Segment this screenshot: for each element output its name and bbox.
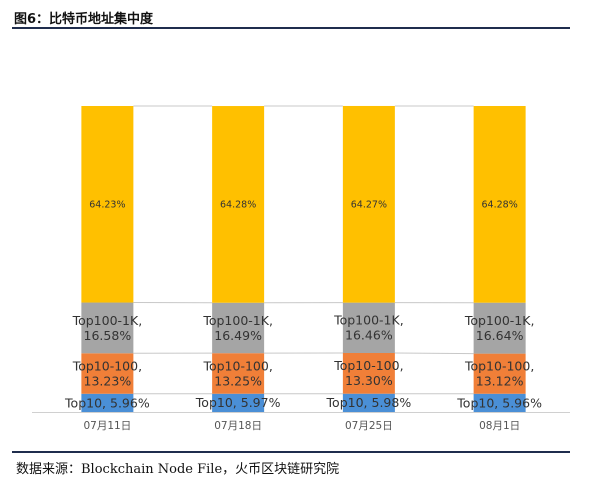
bar-segment: [342, 353, 395, 394]
bar-segment: [473, 106, 526, 303]
data-label: Top10, 5.97%: [195, 395, 281, 410]
data-label-line: Top10-100,: [333, 358, 403, 373]
data-label-line: Top100-1K,: [464, 313, 535, 328]
data-label-line: Top10, 5.96%: [456, 395, 542, 410]
data-label-line: 64.27%: [351, 200, 387, 211]
bar-segment: [212, 302, 265, 354]
data-label-line: 13.23%: [84, 373, 132, 388]
data-label: Top10, 5.96%: [64, 395, 150, 410]
data-label: 64.28%: [220, 200, 256, 211]
data-label-line: Top10, 5.98%: [326, 395, 412, 410]
data-label: Top10-100, 13.23%: [72, 358, 142, 388]
x-tick-label: 08月1日: [479, 420, 520, 432]
data-label-line: 13.12%: [476, 374, 524, 389]
data-label: 64.28%: [482, 200, 518, 211]
bar-segment: [212, 106, 265, 303]
data-label: Top10-100, 13.30%: [333, 358, 403, 388]
source-rule: [12, 451, 570, 453]
data-label-line: 16.64%: [476, 328, 524, 343]
data-label-line: Top10, 5.96%: [64, 395, 150, 410]
data-label-line: Top100-1K,: [333, 313, 404, 328]
data-label: Top100-1K, 16.49%: [202, 313, 273, 343]
data-label: 64.23%: [89, 200, 125, 211]
data-label: Top10, 5.96%: [456, 395, 542, 410]
bar-segment: [342, 105, 395, 303]
bar-segment: [473, 393, 526, 412]
series-connector-lines: [133, 105, 474, 395]
bar-segment: [81, 393, 134, 412]
bar-segment: [81, 302, 134, 354]
bars: [81, 105, 526, 412]
x-tick-label: 07月25日: [345, 420, 393, 432]
bar-segment: [212, 393, 265, 412]
data-label-line: Top10-100,: [72, 358, 142, 373]
bar-segment: [342, 302, 395, 354]
data-label: Top100-1K, 16.46%: [333, 313, 404, 343]
figure-title: 图6：比特币地址集中度: [14, 12, 154, 27]
data-labels: Top10, 5.96%Top10-100, 13.23%Top100-1K, 16…: [64, 200, 542, 411]
data-label-line: 64.28%: [220, 200, 256, 211]
data-label-line: Top10-100,: [202, 358, 272, 373]
data-label-line: 64.28%: [482, 200, 518, 211]
bar-segment: [342, 393, 395, 412]
data-label: Top10, 5.98%: [326, 395, 412, 410]
data-label-line: Top100-1K,: [202, 313, 273, 328]
bar-segment: [81, 353, 134, 394]
data-label-line: 13.30%: [345, 373, 393, 388]
data-source: 数据来源：Blockchain Node File，火币区块链研究院: [16, 462, 340, 477]
bar-segment: [81, 106, 134, 303]
data-label-line: 13.25%: [214, 373, 262, 388]
data-label-line: 64.23%: [89, 200, 125, 211]
data-label-line: 16.46%: [345, 328, 393, 343]
bar-segment: [212, 353, 265, 394]
data-label-line: 16.58%: [84, 328, 132, 343]
data-label: 64.27%: [351, 200, 387, 211]
x-tick-label: 07月18日: [214, 420, 262, 432]
data-label: Top100-1K, 16.58%: [72, 313, 143, 343]
bar-segment: [473, 302, 526, 354]
data-label-line: 16.49%: [214, 328, 262, 343]
data-label: Top100-1K, 16.64%: [464, 313, 535, 343]
x-tick-label: 07月11日: [84, 420, 132, 432]
connector-line: [394, 352, 474, 355]
title-rule: [12, 27, 570, 29]
data-label-line: Top10, 5.97%: [195, 395, 281, 410]
x-tick-labels: 07月11日 07月18日 07月25日 08月1日: [84, 420, 521, 432]
data-label: Top10-100, 13.12%: [464, 359, 534, 389]
data-label-line: Top100-1K,: [72, 313, 143, 328]
data-label-line: Top10-100,: [464, 359, 534, 374]
bar-segment: [473, 353, 526, 394]
data-label: Top10-100, 13.25%: [202, 358, 272, 388]
